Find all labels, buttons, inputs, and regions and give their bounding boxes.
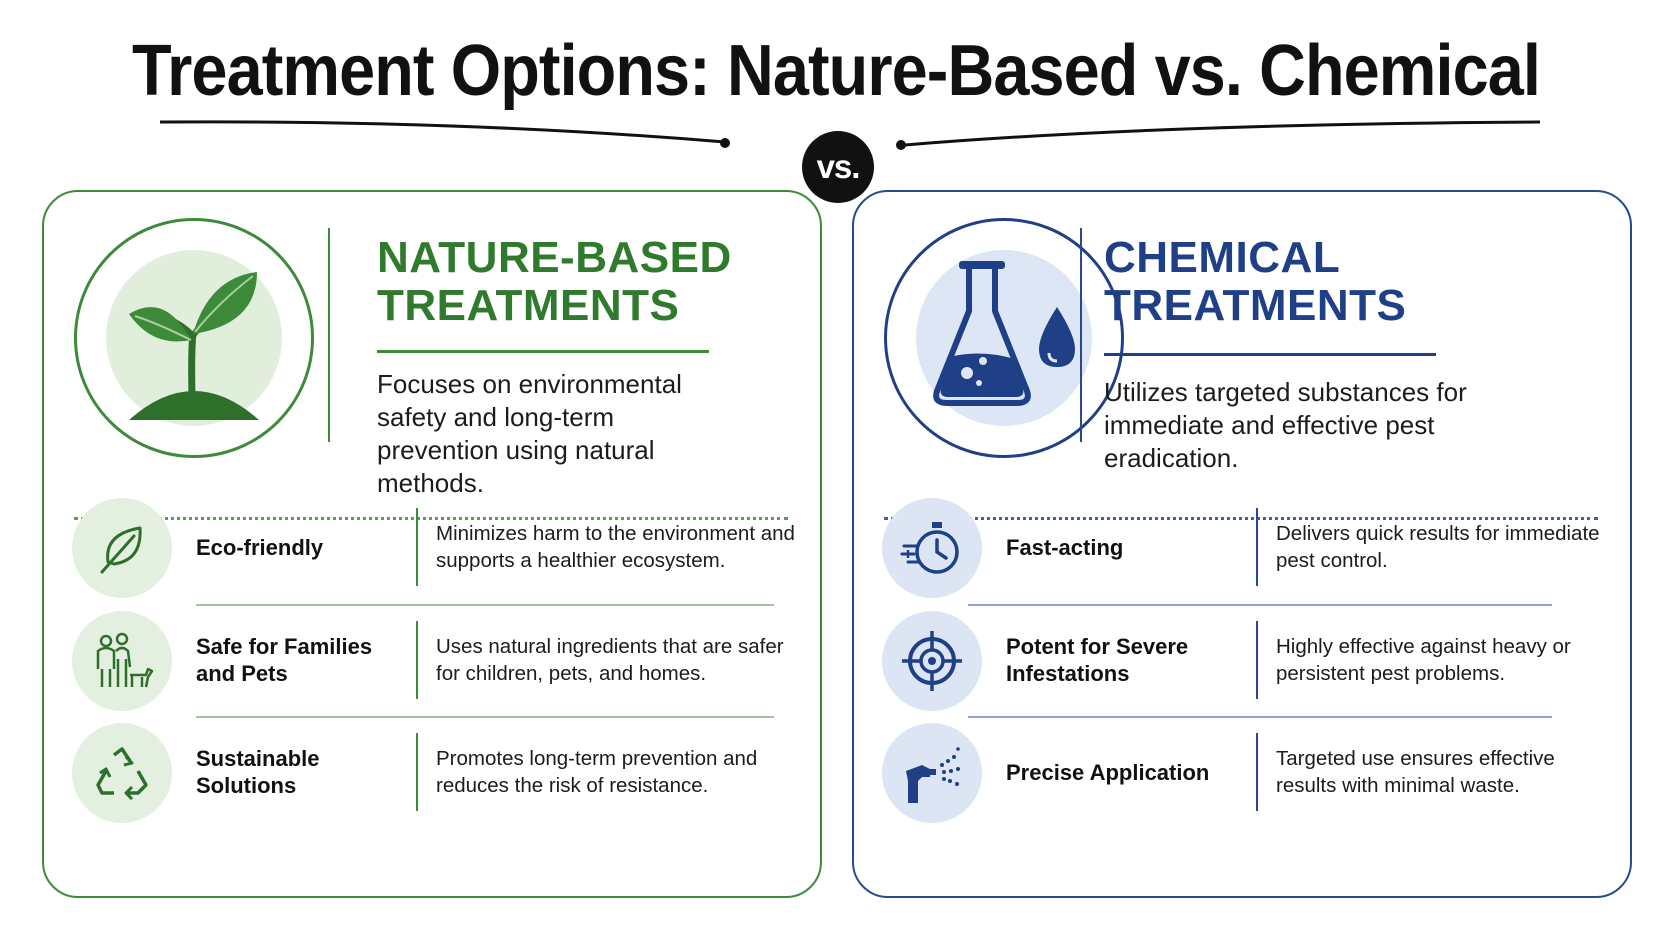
nature-description: Focuses on environmental safety and long… — [377, 369, 682, 498]
nature-hero-badge — [74, 218, 314, 458]
feature-description: Highly effective against heavy or persis… — [1276, 635, 1571, 685]
spray-nozzle-icon — [906, 747, 960, 803]
section-divider — [74, 517, 788, 520]
family-pet-icon — [96, 632, 154, 688]
feature-name: Eco-friendly — [196, 534, 324, 560]
heading-underline — [377, 350, 709, 353]
row-divider — [968, 604, 1552, 606]
header-divider — [1080, 228, 1082, 442]
feature-description: Minimizes harm to the environment and su… — [436, 522, 795, 572]
row-divider — [196, 716, 774, 718]
row-divider — [968, 716, 1552, 718]
sprout-icon — [129, 272, 259, 420]
feature-row: Eco-friendly Minimizes harm to the envir… — [72, 492, 802, 602]
nature-heading-line2: TREATMENTS — [377, 281, 680, 330]
feature-description: Targeted use ensures effective results w… — [1276, 747, 1555, 797]
target-icon — [902, 631, 962, 691]
feature-row: Potent for Severe Infestations Highly ef… — [882, 605, 1612, 715]
feature-name: Precise Application — [1006, 759, 1210, 785]
chemical-heading: CHEMICAL TREATMENTS — [1104, 234, 1406, 330]
chemical-hero-badge — [884, 218, 1124, 458]
chemical-heading-line1: CHEMICAL — [1104, 233, 1341, 282]
feature-name: Potent for Severe Infestations — [1006, 634, 1189, 686]
feature-row: Precise Application Targeted use ensures… — [882, 717, 1612, 827]
page-title: Treatment Options: Nature-Based vs. Chem… — [132, 31, 1541, 111]
section-divider — [884, 517, 1598, 520]
leaf-icon — [100, 526, 142, 574]
heading-underline — [1104, 353, 1436, 356]
recycle-icon — [96, 747, 148, 801]
chemical-heading-line2: TREATMENTS — [1104, 281, 1407, 330]
chemical-panel: CHEMICAL TREATMENTS Utilizes targeted su… — [852, 190, 1632, 898]
flask-droplet-icon — [933, 261, 1075, 406]
feature-description: Uses natural ingredients that are safer … — [436, 635, 784, 685]
feature-name: Fast-acting — [1006, 534, 1124, 560]
feature-description: Delivers quick results for immediate pes… — [1276, 522, 1600, 572]
feature-row: Sustainable Solutions Promotes long-term… — [72, 717, 802, 827]
stopwatch-icon — [900, 522, 959, 574]
nature-based-panel: NATURE-BASED TREATMENTS Focuses on envir… — [42, 190, 822, 898]
feature-name: Safe for Families and Pets — [196, 634, 373, 686]
nature-heading-line1: NATURE-BASED — [377, 233, 732, 282]
header-divider — [328, 228, 330, 442]
feature-row: Safe for Families and Pets Uses natural … — [72, 605, 802, 715]
title-divider — [160, 120, 1540, 150]
feature-name: Sustainable Solutions — [196, 746, 320, 798]
chemical-description: Utilizes targeted substances for immedia… — [1104, 377, 1467, 473]
row-divider — [196, 604, 774, 606]
feature-row: Fast-acting Delivers quick results for i… — [882, 492, 1612, 602]
vs-badge: vs. — [802, 131, 874, 203]
nature-heading: NATURE-BASED TREATMENTS — [377, 234, 732, 330]
feature-description: Promotes long-term prevention and reduce… — [436, 747, 758, 797]
